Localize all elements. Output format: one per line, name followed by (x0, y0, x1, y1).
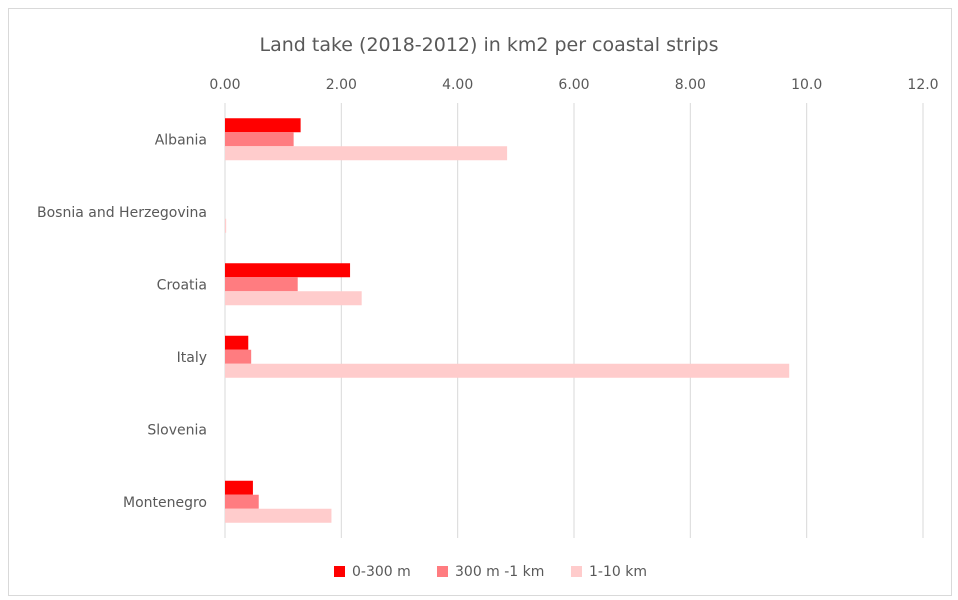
bar (225, 335, 249, 350)
legend-swatch (334, 566, 345, 577)
legend-label: 300 m -1 km (455, 564, 544, 580)
category-label: Italy (177, 350, 207, 366)
legend-label: 1-10 km (589, 564, 647, 580)
legend-label: 0-300 m (352, 564, 411, 580)
category-label: Slovenia (147, 422, 207, 438)
category-labels: Albania Bosnia and Herzegovina Croatia Ital… (37, 132, 207, 511)
bar (225, 363, 790, 378)
chart-frame (8, 8, 952, 596)
bar (225, 480, 253, 495)
x-tick-label: 0.00 (209, 77, 240, 93)
bar (225, 508, 332, 523)
category-label: Bosnia and Herzegovina (37, 205, 207, 221)
bar (225, 218, 227, 233)
legend-swatch (571, 566, 582, 577)
bar (225, 494, 259, 509)
category-label: Montenegro (123, 495, 207, 511)
bar (225, 277, 298, 292)
x-tick-label: 12.0 (907, 77, 938, 93)
x-tick-label: 2.00 (326, 77, 357, 93)
x-axis-ticks: 0.00 2.00 4.00 6.00 8.00 10.0 12.0 (209, 77, 938, 93)
chart-title: Land take (2018-2012) in km2 per coastal… (260, 34, 719, 56)
legend: 0-300 m 300 m -1 km 1-10 km (334, 564, 647, 580)
grid-layer (224, 103, 924, 538)
x-tick-label: 4.00 (442, 77, 473, 93)
bar (225, 146, 508, 161)
bar (225, 132, 294, 147)
x-tick-label: 8.00 (675, 77, 706, 93)
category-label: Albania (155, 132, 207, 148)
bar (225, 118, 301, 133)
x-tick-label: 6.00 (558, 77, 589, 93)
legend-swatch (437, 566, 448, 577)
bar (225, 263, 351, 278)
x-tick-label: 10.0 (791, 77, 822, 93)
bar (225, 349, 252, 364)
bar (225, 291, 362, 306)
category-label: Croatia (157, 277, 207, 293)
bars-layer (225, 118, 790, 523)
